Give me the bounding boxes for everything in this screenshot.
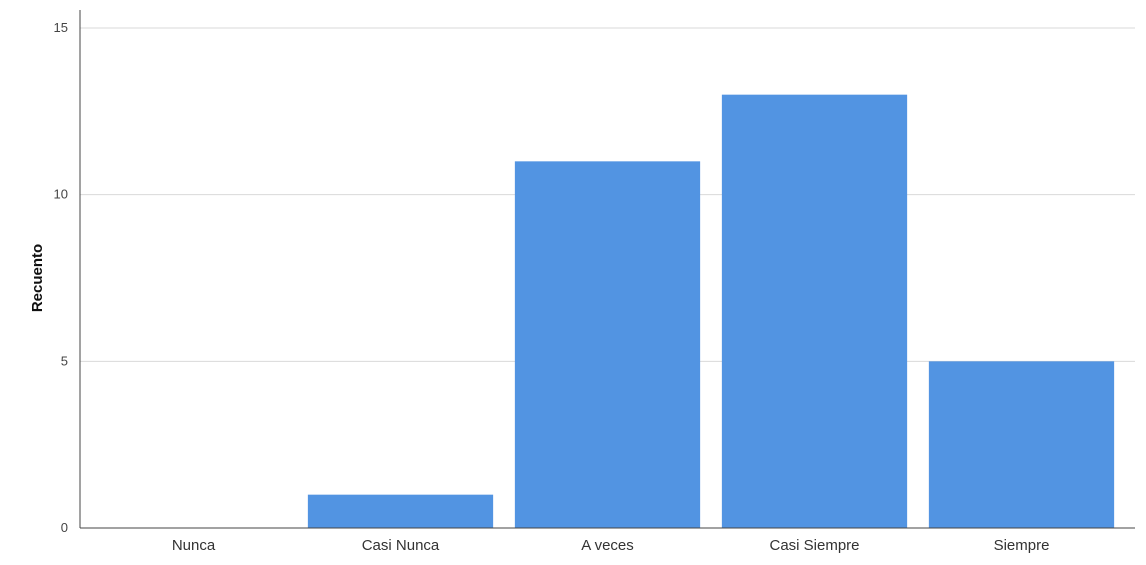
x-category-label-1: Nunca [172, 537, 216, 554]
bar-4 [721, 94, 908, 529]
bar-2 [307, 494, 494, 528]
x-category-labels: Nunca Casi Nunca A veces Casi Siempre Siempr… [172, 537, 1050, 554]
x-category-label-3: A veces [581, 537, 634, 554]
bar-3 [514, 161, 701, 529]
y-tick-label-15: 15 [54, 20, 68, 35]
y-tick-label-0: 0 [61, 520, 68, 535]
y-axis-title: Recuento [29, 244, 46, 312]
x-category-label-4: Casi Siempre [769, 537, 859, 554]
bars [307, 94, 1115, 529]
y-tick-label-5: 5 [61, 353, 68, 368]
y-tick-labels: 0 5 10 15 [54, 20, 68, 535]
axes [79, 10, 1135, 529]
x-category-label-5: Siempre [994, 537, 1050, 554]
x-category-label-2: Casi Nunca [362, 537, 440, 554]
y-tick-label-10: 10 [54, 187, 68, 202]
bar-5 [928, 361, 1115, 528]
